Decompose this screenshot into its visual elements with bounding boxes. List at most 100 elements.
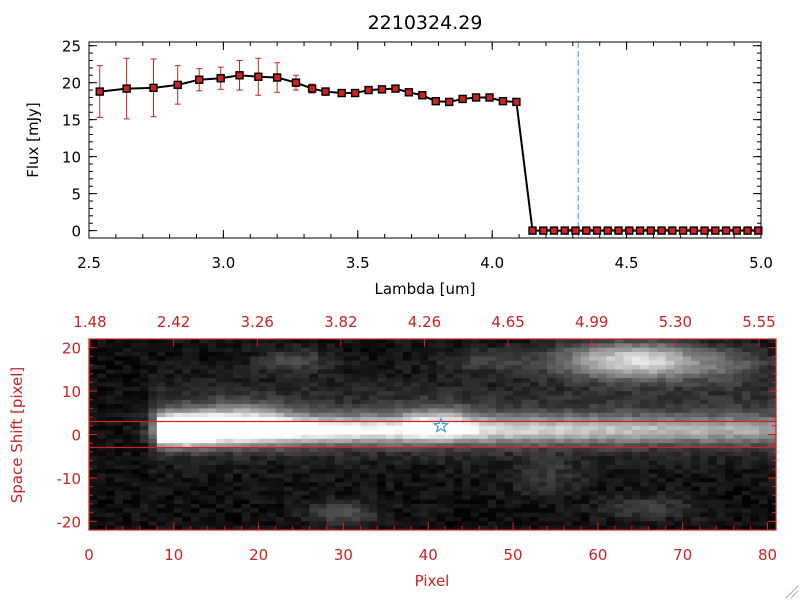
image-pixel — [589, 356, 599, 362]
resize-grip-icon[interactable] — [785, 585, 799, 599]
image-pixel — [708, 399, 718, 405]
image-pixel — [733, 508, 743, 514]
image-pixel — [513, 486, 522, 492]
image-pixel — [504, 434, 514, 440]
image-pixel — [665, 516, 675, 522]
image-pixel — [267, 512, 276, 518]
image-pixel — [462, 451, 472, 457]
image-pixel — [682, 373, 692, 379]
image-pixel — [436, 464, 446, 470]
image-pixel — [504, 391, 514, 396]
image-pixel — [216, 508, 226, 514]
image-pixel — [479, 399, 489, 405]
image-pixel — [402, 412, 412, 418]
image-pixel — [538, 503, 548, 509]
image-pixel — [105, 408, 115, 414]
image-pixel — [351, 373, 361, 379]
image-pixel — [716, 508, 726, 514]
image-pixel — [665, 412, 675, 418]
image-pixel — [513, 456, 522, 461]
image-pixel — [411, 412, 421, 418]
image-pixel — [445, 399, 455, 405]
image-pixel — [334, 339, 344, 344]
image-pixel — [318, 430, 327, 435]
image-pixel — [597, 443, 607, 448]
image-pixel — [411, 352, 421, 357]
image-pixel — [326, 499, 336, 505]
image-pixel — [377, 447, 387, 453]
image-pixel — [657, 490, 667, 496]
image-pixel — [699, 464, 709, 470]
image-pixel — [411, 438, 421, 444]
image-pixel — [589, 490, 599, 496]
image-pixel — [708, 438, 718, 444]
image-pixel — [597, 516, 607, 522]
image-pixel — [402, 482, 412, 487]
image-pixel — [487, 430, 497, 435]
image-pixel — [173, 508, 183, 514]
image-pixel — [496, 447, 505, 453]
image-pixel — [419, 382, 429, 388]
image-pixel — [614, 417, 624, 422]
image-pixel — [479, 417, 489, 422]
image-pixel — [631, 369, 641, 375]
image-pixel — [547, 386, 556, 392]
image-pixel — [767, 412, 777, 418]
image-pixel — [445, 503, 455, 509]
image-pixel — [419, 443, 429, 448]
image-pixel — [759, 451, 768, 457]
image-pixel — [173, 378, 183, 383]
image-pixel — [173, 521, 183, 527]
image-pixel — [148, 516, 158, 522]
image-pixel — [97, 343, 107, 349]
image-pixel — [487, 378, 497, 383]
image-pixel — [504, 395, 514, 401]
image-pixel — [343, 373, 353, 379]
image-pixel — [148, 339, 158, 344]
image-pixel — [453, 438, 463, 444]
image-pixel — [428, 412, 438, 418]
image-pixel — [233, 395, 243, 401]
y-axis-label: Flux [mJy] — [24, 102, 42, 178]
image-pixel — [487, 360, 497, 366]
image-pixel — [759, 434, 768, 440]
image-pixel — [326, 447, 336, 453]
image-pixel — [122, 373, 132, 379]
image-pixel — [504, 499, 514, 505]
image-pixel — [360, 443, 370, 448]
image-pixel — [479, 477, 489, 483]
image-pixel — [258, 477, 268, 483]
image-pixel — [173, 477, 183, 483]
image-pixel — [445, 425, 455, 431]
image-pixel — [623, 365, 633, 370]
image-pixel — [521, 525, 531, 531]
image-pixel — [589, 417, 599, 422]
image-pixel — [148, 464, 158, 470]
image-pixel — [665, 382, 675, 388]
image-pixel — [216, 386, 226, 392]
image-pixel — [216, 447, 226, 453]
image-pixel — [487, 438, 497, 444]
image-pixel — [547, 395, 556, 401]
image-pixel — [462, 499, 472, 505]
image-pixel — [241, 339, 251, 344]
image-pixel — [139, 508, 149, 514]
image-pixel — [606, 347, 616, 353]
image-pixel — [436, 412, 446, 418]
image-pixel — [750, 408, 760, 414]
image-pixel — [445, 412, 455, 418]
image-pixel — [504, 443, 514, 448]
image-pixel — [521, 508, 531, 514]
image-pixel — [368, 495, 378, 501]
image-pixel — [368, 365, 378, 370]
image-pixel — [292, 399, 302, 405]
image-pixel — [224, 477, 234, 483]
image-pixel — [580, 499, 590, 505]
image-pixel — [572, 369, 582, 375]
image-pixel — [572, 495, 582, 501]
image-pixel — [173, 516, 183, 522]
image-pixel — [309, 395, 319, 401]
image-pixel — [156, 343, 166, 349]
image-pixel — [453, 486, 463, 492]
image-pixel — [597, 525, 607, 531]
